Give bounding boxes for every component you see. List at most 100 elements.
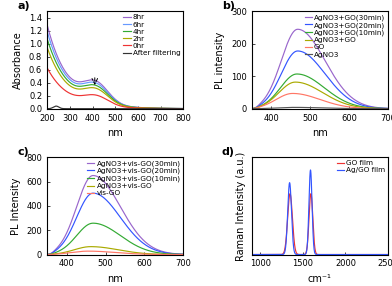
AgNO3+GO(20min) [339,91,344,94]
Y-axis label: PL intensity: PL intensity [215,31,225,89]
AgNO3+vis-GO [45,253,49,256]
AgNO3+vis-GO [181,253,186,256]
After filtering [181,107,186,110]
8hr [45,23,49,26]
8hr [116,100,121,104]
AgNO3+GO(30min) [372,106,377,109]
After filtering [119,107,124,110]
vis-GO [181,253,186,256]
GO film [288,192,292,195]
GO [339,104,344,107]
GO [249,107,254,110]
AgNO3+GO(20min) [249,107,254,110]
Line: vis-GO: vis-GO [47,251,183,255]
Legend: GO film, Ag/GO film: GO film, Ag/GO film [335,159,387,175]
Line: GO: GO [252,94,388,109]
AgNO3 [283,106,287,109]
GO [283,93,287,97]
AgNO3 [292,106,297,109]
GO [290,92,295,95]
AgNO3+vis-GO(10min) [91,221,95,225]
4hr [91,83,95,86]
AgNO3+GO [386,107,390,110]
Line: AgNO3+vis-GO(20min): AgNO3+vis-GO(20min) [47,193,183,255]
AgNO3+vis-GO(20min) [168,252,172,255]
X-axis label: nm: nm [312,128,328,138]
AgNO3+vis-GO(10min) [78,230,83,233]
Line: AgNO3+GO(30min): AgNO3+GO(30min) [252,29,388,109]
Ag/GO film [308,168,313,172]
AgNO3 [356,107,360,110]
4hr [119,103,124,106]
AgNO3+GO(30min) [339,85,344,88]
AgNO3+vis-GO(30min) [45,253,49,256]
8hr [181,107,186,110]
Line: AgNO3+vis-GO: AgNO3+vis-GO [47,247,183,255]
Y-axis label: Absorbance: Absorbance [13,31,24,89]
After filtering [91,107,96,110]
6hr [181,107,186,110]
6hr [119,102,124,106]
6hr [91,80,95,84]
0hr [63,89,67,92]
AgNO3 [339,107,344,110]
AgNO3+GO(10min) [295,72,299,76]
AgNO3+vis-GO(10min) [45,253,49,256]
0hr [68,92,73,95]
Y-axis label: PL Intensity: PL Intensity [11,177,21,235]
8hr [104,88,109,91]
Line: AgNO3: AgNO3 [252,107,388,109]
X-axis label: nm: nm [107,274,123,284]
vis-GO [83,249,88,253]
6hr [63,72,67,76]
Line: 8hr: 8hr [47,24,183,108]
AgNO3+vis-GO(30min) [78,194,83,198]
GO film [274,253,278,256]
AgNO3+vis-GO(30min) [83,182,88,185]
AgNO3+GO [288,82,292,85]
2hr [104,93,109,96]
2hr [181,107,186,110]
4hr [68,81,73,84]
Legend: AgNO3+GO(30min), AgNO3+GO(20min), AgNO3+GO(10min), AgNO3+GO, GO, AgNO3: AgNO3+GO(30min), AgNO3+GO(20min), AgNO3+… [303,13,387,59]
Text: d): d) [221,147,235,157]
2hr [91,86,95,90]
AgNO3+vis-GO(10min) [134,244,139,248]
AgNO3+GO(20min) [295,49,300,53]
AgNO3+GO(30min) [295,27,300,31]
AgNO3+GO(20min) [356,102,360,106]
8hr [91,78,95,82]
Line: 2hr: 2hr [47,47,183,109]
Line: AgNO3+vis-GO(10min): AgNO3+vis-GO(10min) [47,223,183,255]
vis-GO [86,249,91,253]
4hr [63,76,67,79]
AgNO3 [249,107,254,110]
GO film [311,228,316,231]
X-axis label: cm⁻¹: cm⁻¹ [308,274,332,284]
2hr [63,80,67,83]
6hr [116,101,121,104]
AgNO3+GO(10min) [386,107,390,110]
AgNO3+vis-GO(20min) [45,253,49,256]
AgNO3+vis-GO(10min) [181,253,186,256]
2hr [45,45,49,49]
6hr [68,78,73,82]
0hr [181,107,186,110]
AgNO3+GO(10min) [339,98,344,101]
AgNO3+GO(20min) [283,64,287,67]
AgNO3+GO(20min) [372,106,377,109]
After filtering [116,107,121,110]
GO film [249,253,254,256]
After filtering [104,107,109,110]
Ag/GO film [252,253,257,256]
AgNO3+GO(30min) [356,100,360,104]
AgNO3+GO(10min) [292,73,297,76]
AgNO3+vis-GO(10min) [88,222,93,225]
AgNO3+GO(20min) [386,107,390,110]
AgNO3+GO(30min) [283,48,287,51]
Line: AgNO3+GO: AgNO3+GO [252,82,388,109]
Ag/GO film [386,253,390,256]
vis-GO [88,249,93,253]
Line: GO film: GO film [252,194,388,255]
AgNO3 [293,106,298,109]
